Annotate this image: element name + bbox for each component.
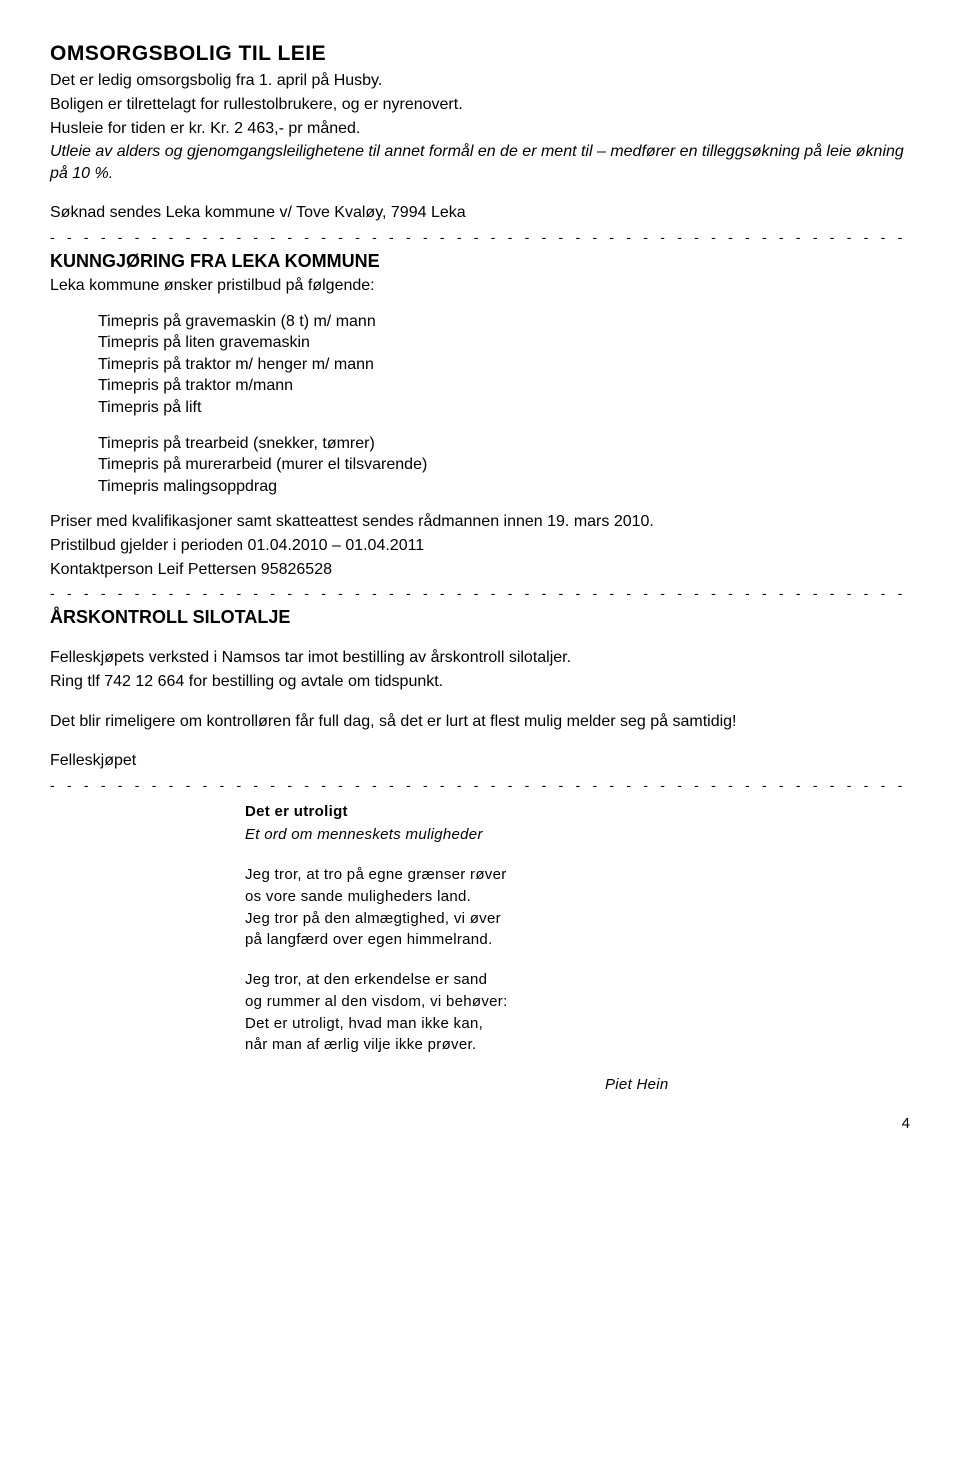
page-number: 4 bbox=[50, 1114, 910, 1134]
section3-line1: Felleskjøpets verksted i Namsos tar imot… bbox=[50, 647, 910, 669]
poem-subtitle: Et ord om menneskets muligheder bbox=[245, 824, 910, 846]
section3-line2: Ring tlf 742 12 664 for bestilling og av… bbox=[50, 671, 910, 693]
poem-line: os vore sande muligheders land. bbox=[245, 886, 910, 908]
poem: Det er utroligt Et ord om menneskets mul… bbox=[245, 801, 910, 1096]
list-item: Timepris på traktor m/mann bbox=[98, 375, 910, 397]
divider-3: - - - - - - - - - - - - - - - - - - - - … bbox=[50, 776, 910, 795]
section1-line2: Boligen er tilrettelagt for rullestolbru… bbox=[50, 94, 910, 116]
section1-line4: Utleie av alders og gjenomgangsleilighet… bbox=[50, 141, 910, 184]
list-item: Timepris på gravemaskin (8 t) m/ mann bbox=[98, 311, 910, 333]
poem-author: Piet Hein bbox=[605, 1074, 910, 1096]
list-item: Timepris på liten gravemaskin bbox=[98, 332, 910, 354]
list-item: Timepris på traktor m/ henger m/ mann bbox=[98, 354, 910, 376]
section1-line3: Husleie for tiden er kr. Kr. 2 463,- pr … bbox=[50, 118, 910, 140]
poem-stanza-2: Jeg tror, at den erkendelse er sand og r… bbox=[245, 969, 910, 1056]
poem-title: Det er utroligt bbox=[245, 801, 910, 823]
section2-intro: Leka kommune ønsker pristilbud på følgen… bbox=[50, 275, 910, 297]
section3-line3: Det blir rimeligere om kontrolløren får … bbox=[50, 711, 910, 733]
list-item: Timepris malingsoppdrag bbox=[98, 476, 910, 498]
poem-line: Jeg tror, at tro på egne grænser røver bbox=[245, 864, 910, 886]
section2-title: KUNNGJØRING FRA LEKA KOMMUNE bbox=[50, 249, 910, 273]
section3-title: ÅRSKONTROLL SILOTALJE bbox=[50, 605, 910, 629]
poem-line: på langfærd over egen himmelrand. bbox=[245, 929, 910, 951]
section2-list-b: Timepris på trearbeid (snekker, tømrer) … bbox=[98, 433, 910, 498]
list-item: Timepris på lift bbox=[98, 397, 910, 419]
section2-line8: Kontaktperson Leif Pettersen 95826528 bbox=[50, 559, 910, 581]
section3-line4: Felleskjøpet bbox=[50, 750, 910, 772]
list-item: Timepris på trearbeid (snekker, tømrer) bbox=[98, 433, 910, 455]
list-item: Timepris på murerarbeid (murer el tilsva… bbox=[98, 454, 910, 476]
poem-line: Det er utroligt, hvad man ikke kan, bbox=[245, 1013, 910, 1035]
section1-line1: Det er ledig omsorgsbolig fra 1. april p… bbox=[50, 70, 910, 92]
poem-line: når man af ærlig vilje ikke prøver. bbox=[245, 1034, 910, 1056]
poem-line: og rummer al den visdom, vi behøver: bbox=[245, 991, 910, 1013]
poem-stanza-1: Jeg tror, at tro på egne grænser røver o… bbox=[245, 864, 910, 951]
section1-line5: Søknad sendes Leka kommune v/ Tove Kvalø… bbox=[50, 202, 910, 224]
divider-2: - - - - - - - - - - - - - - - - - - - - … bbox=[50, 584, 910, 603]
divider-1: - - - - - - - - - - - - - - - - - - - - … bbox=[50, 228, 910, 247]
poem-line: Jeg tror på den almægtighed, vi øver bbox=[245, 908, 910, 930]
section1-title: OMSORGSBOLIG TIL LEIE bbox=[50, 40, 910, 68]
poem-line: Jeg tror, at den erkendelse er sand bbox=[245, 969, 910, 991]
section2-list-a: Timepris på gravemaskin (8 t) m/ mann Ti… bbox=[98, 311, 910, 419]
section2-line6: Priser med kvalifikasjoner samt skatteat… bbox=[50, 511, 910, 533]
section2-line7: Pristilbud gjelder i perioden 01.04.2010… bbox=[50, 535, 910, 557]
